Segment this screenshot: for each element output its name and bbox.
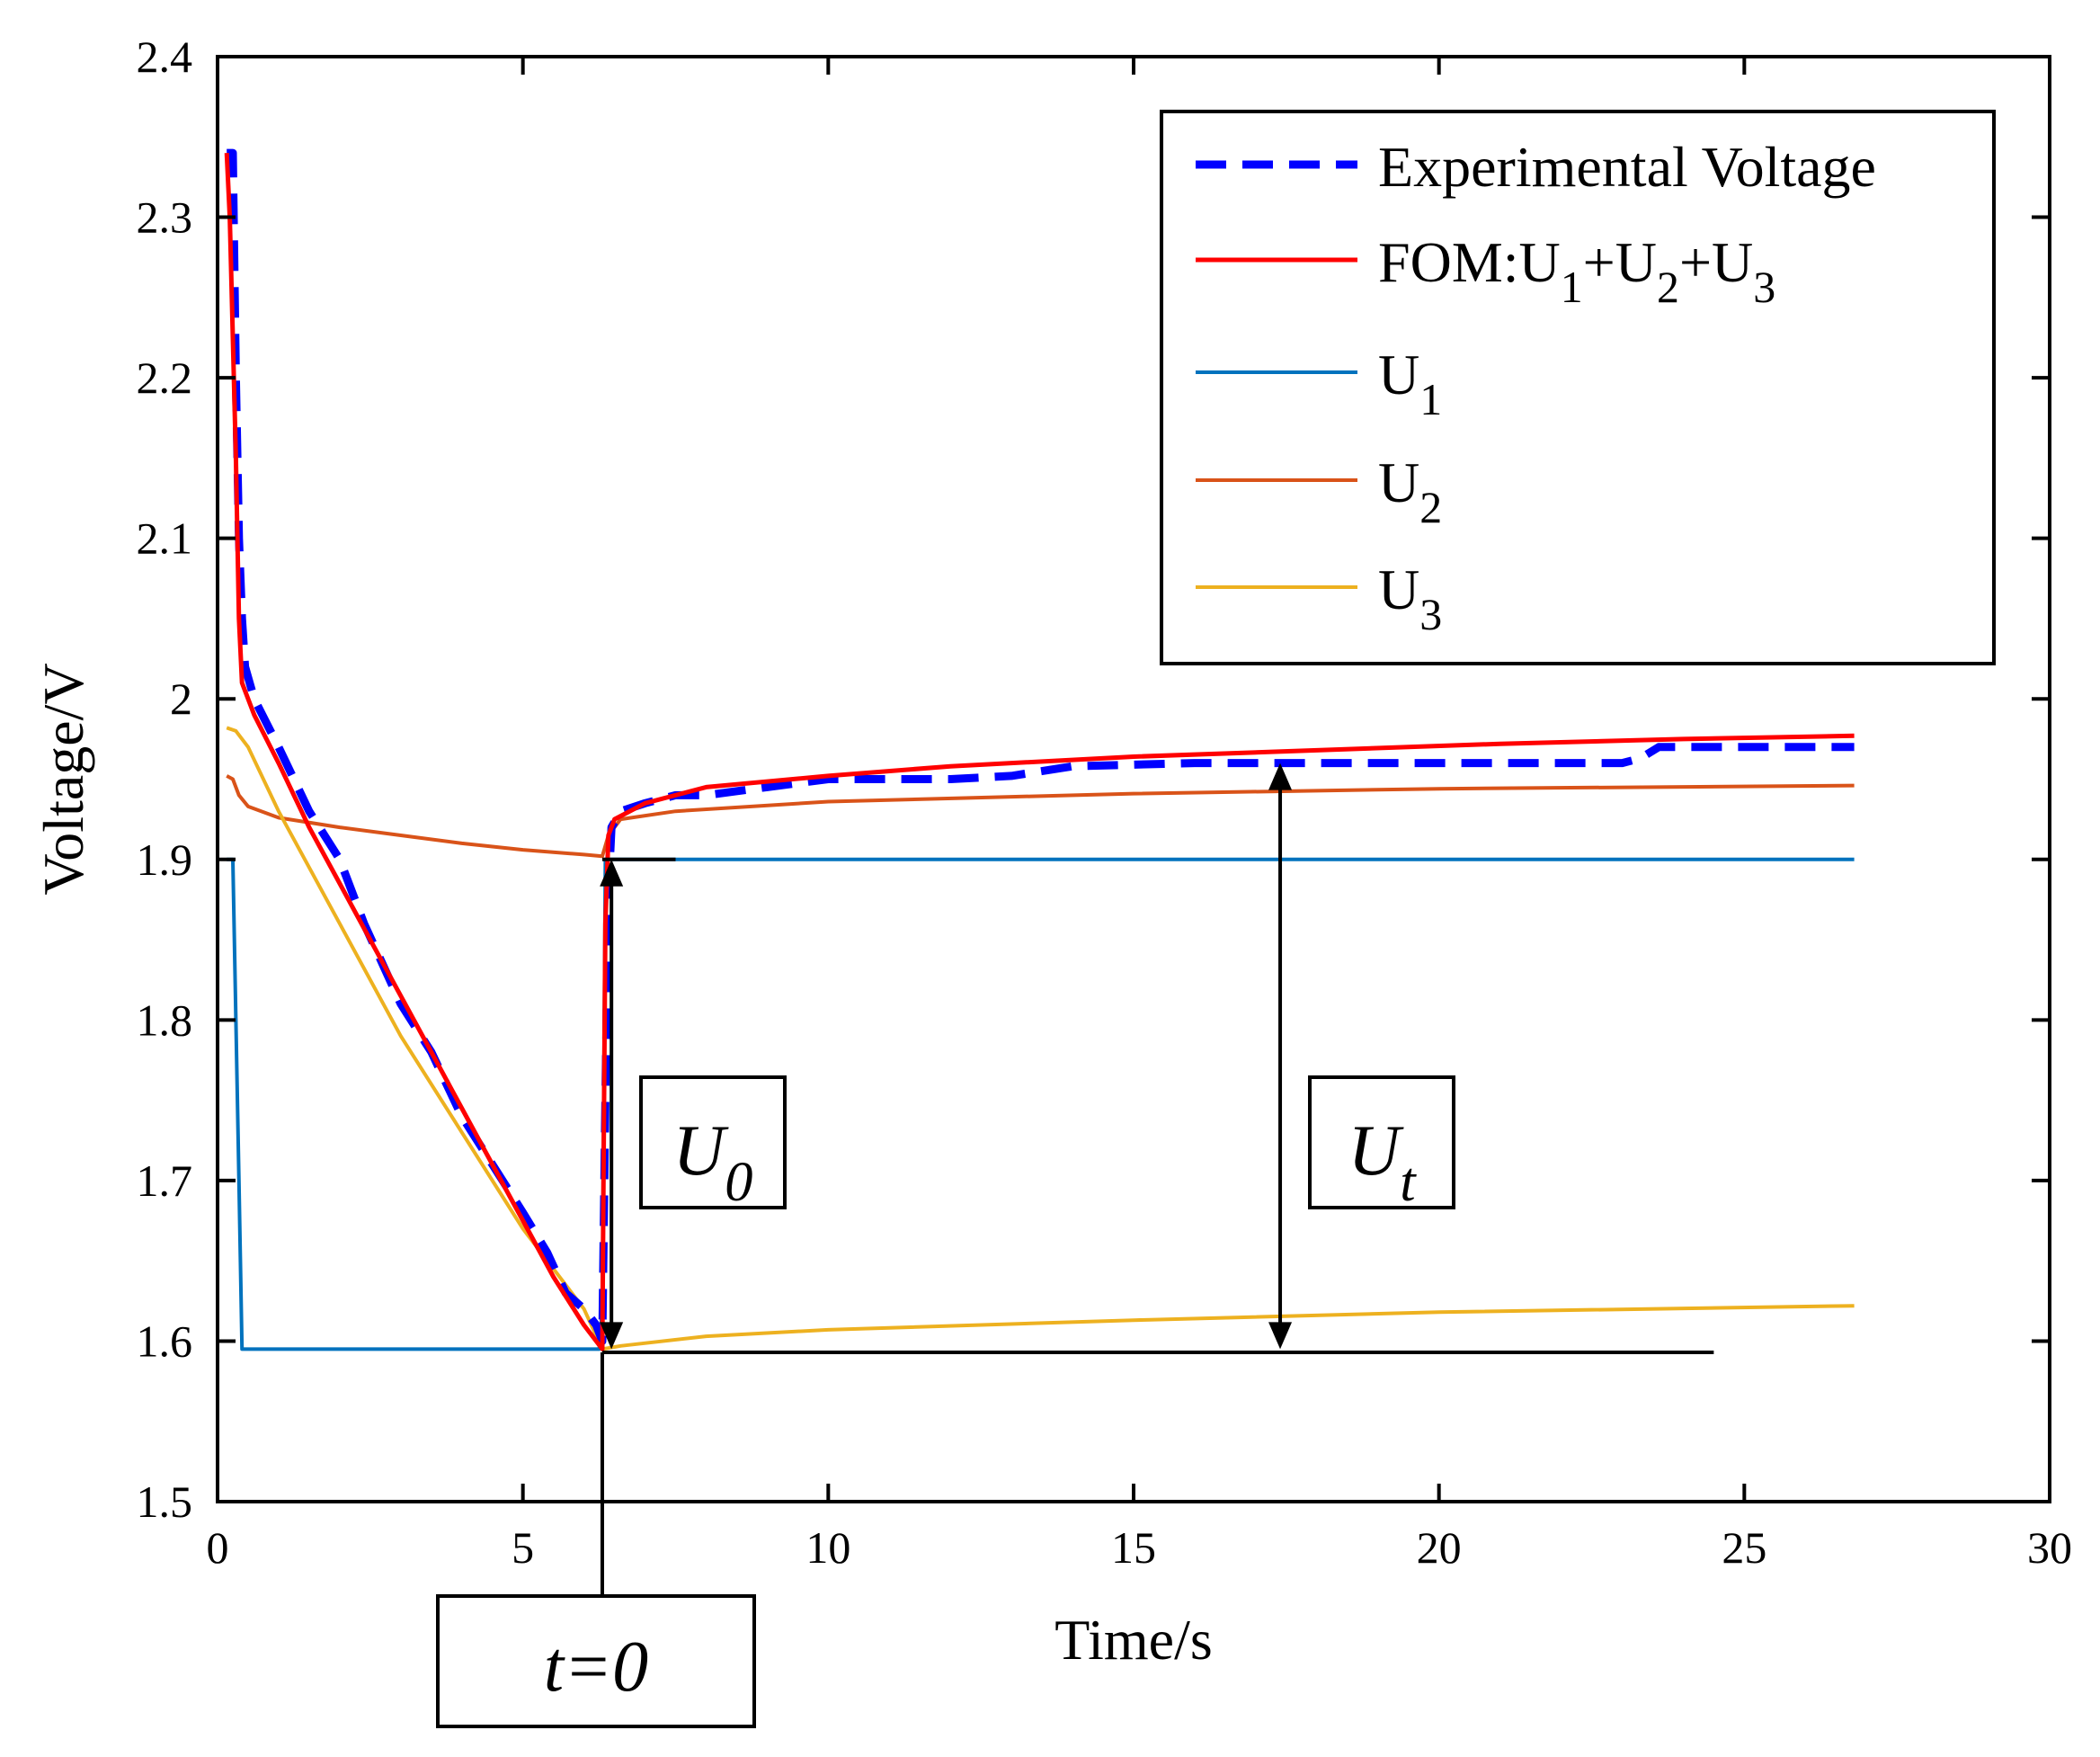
y-tick-label: 1.9 [137, 834, 193, 885]
legend: Experimental Voltage FOM:U1​+U2​+U3​ U1​ U2… [1160, 110, 1996, 665]
reference-lines [601, 857, 1714, 1354]
annotations: U0​ Ut​ t=0 [436, 763, 1455, 1728]
x-tick-label: 10 [805, 1522, 850, 1573]
legend-label: FOM:U1​+U2​+U3​ [1378, 230, 1775, 312]
annotation-label-u0: U0​ [673, 1111, 753, 1213]
y-tick-label: 1.7 [137, 1155, 193, 1206]
series-fom-u1-u2-u3 [224, 152, 1855, 1351]
series-layer [224, 148, 1855, 1351]
arrowhead-up-ut [1268, 763, 1293, 790]
y-tick-label: 1.8 [137, 994, 193, 1045]
arrowhead-down-ut [1268, 1322, 1293, 1350]
annotation-box-t0 [436, 1594, 756, 1728]
series-u2 [226, 774, 1855, 859]
y-tick-label: 2 [170, 673, 192, 724]
annotation-label-t0: t=0 [544, 1628, 648, 1707]
y-axis-label: Voltage/V [31, 663, 95, 895]
annotation-box-u0 [639, 1075, 787, 1209]
x-tick-label: 20 [1417, 1522, 1462, 1573]
y-tick-label: 2.1 [137, 513, 193, 564]
y-axis-ticks: 1.5 1.6 1.7 1.8 1.9 2 2.1 2.2 2.3 2.4 [137, 31, 2050, 1527]
annotation-box-ut [1308, 1075, 1455, 1209]
x-tick-label: 15 [1111, 1522, 1156, 1573]
x-axis-label: Time/s [1054, 1608, 1213, 1672]
legend-label: U2​ [1378, 450, 1442, 532]
x-tick-label: 0 [207, 1522, 229, 1573]
y-tick-label: 1.5 [137, 1476, 193, 1527]
x-tick-label: 5 [512, 1522, 534, 1573]
y-tick-label: 2.3 [137, 192, 193, 243]
arrowhead-down-u0 [600, 1322, 624, 1350]
legend-label: Experimental Voltage [1378, 135, 1876, 199]
y-tick-label: 2.4 [137, 31, 193, 82]
x-tick-label: 25 [1722, 1522, 1766, 1573]
x-axis-ticks: 0 5 10 15 20 25 30 [207, 57, 2072, 1573]
legend-label: U1​ [1378, 343, 1442, 424]
legend-box [1160, 110, 1996, 665]
x-tick-label: 30 [2027, 1522, 2072, 1573]
legend-label: U3​ [1378, 557, 1442, 639]
y-tick-label: 1.6 [137, 1316, 193, 1366]
y-tick-label: 2.2 [137, 352, 193, 403]
arrowhead-up-u0 [600, 859, 624, 887]
annotation-label-ut: Ut​ [1348, 1111, 1417, 1213]
